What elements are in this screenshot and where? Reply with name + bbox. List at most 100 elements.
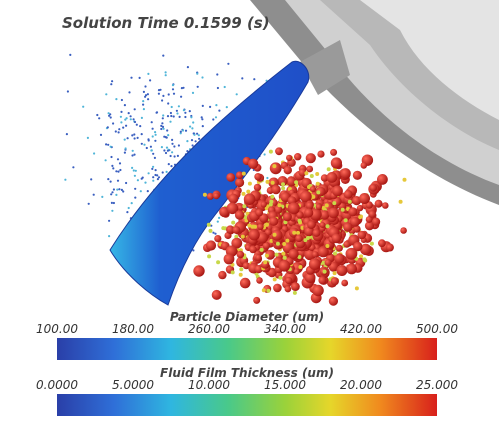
small-droplet: [191, 139, 193, 141]
small-droplet: [149, 79, 151, 81]
medium-droplet: [363, 259, 367, 263]
small-droplet: [183, 109, 185, 111]
medium-droplet: [399, 200, 403, 204]
small-droplet: [217, 87, 219, 89]
small-droplet: [173, 93, 175, 95]
medium-droplet: [262, 288, 266, 292]
large-droplet: [257, 224, 263, 230]
small-droplet: [197, 86, 199, 88]
small-droplet: [124, 104, 126, 106]
large-droplet: [193, 265, 204, 276]
medium-droplet: [294, 180, 298, 184]
large-droplet: [214, 235, 221, 242]
large-droplet: [288, 202, 300, 214]
small-droplet: [144, 96, 146, 98]
small-droplet: [146, 147, 148, 149]
small-droplet: [142, 104, 144, 106]
medium-droplet: [273, 233, 277, 237]
colorbar-ticks: 100.00180.00260.00340.00420.00500.00: [36, 322, 458, 336]
small-droplet: [264, 153, 266, 155]
large-droplet: [253, 297, 260, 304]
large-droplet: [249, 246, 257, 254]
large-droplet: [340, 168, 351, 179]
large-droplet: [346, 248, 358, 260]
small-droplet: [134, 175, 136, 177]
small-droplet: [184, 112, 186, 114]
medium-droplet: [341, 208, 345, 212]
medium-droplet: [266, 289, 270, 293]
small-droplet: [134, 188, 136, 190]
small-droplet: [72, 166, 74, 168]
medium-droplet: [298, 219, 302, 223]
small-droplet: [187, 66, 189, 68]
medium-droplet: [283, 256, 287, 260]
small-droplet: [157, 178, 159, 180]
colorbar-tick-label: 340.00: [264, 322, 306, 336]
small-droplet: [179, 116, 181, 118]
large-droplet: [255, 254, 261, 260]
small-droplet: [198, 138, 200, 140]
medium-droplet: [281, 252, 285, 256]
large-droplet: [249, 229, 260, 240]
large-droplet: [295, 235, 303, 243]
medium-droplet: [209, 229, 213, 233]
large-droplet: [325, 259, 332, 266]
small-droplet: [126, 117, 128, 119]
small-droplet: [121, 189, 123, 191]
small-droplet: [161, 99, 163, 101]
medium-droplet: [304, 171, 308, 175]
small-droplet: [133, 118, 135, 120]
small-droplet: [170, 155, 172, 157]
small-droplet: [178, 144, 180, 146]
colorbar-tick-label: 20.000: [340, 378, 382, 392]
small-droplet: [162, 114, 164, 116]
medium-droplet: [293, 291, 297, 295]
small-droplet: [165, 71, 167, 73]
medium-droplet: [281, 182, 285, 186]
small-droplet: [154, 140, 156, 142]
small-droplet: [192, 92, 194, 94]
large-droplet: [294, 269, 300, 275]
small-droplet: [166, 147, 168, 149]
small-droplet: [184, 116, 186, 118]
large-droplet: [357, 205, 363, 211]
small-droplet: [122, 127, 124, 129]
small-droplet: [117, 158, 119, 160]
medium-droplet: [247, 224, 251, 228]
medium-droplet: [271, 181, 275, 185]
large-droplet: [369, 210, 376, 217]
medium-droplet: [216, 260, 220, 264]
small-droplet: [136, 124, 138, 126]
small-droplet: [166, 129, 168, 131]
medium-droplet: [231, 270, 235, 274]
small-droplet: [117, 180, 119, 182]
small-droplet: [139, 125, 141, 127]
medium-droplet: [276, 242, 280, 246]
small-droplet: [141, 133, 143, 135]
small-droplet: [173, 145, 175, 147]
small-droplet: [226, 106, 228, 108]
small-droplet: [147, 190, 149, 192]
small-droplet: [224, 86, 226, 88]
large-droplet: [343, 223, 352, 232]
small-droplet: [167, 134, 169, 136]
small-droplet: [128, 112, 130, 114]
small-droplet: [216, 73, 218, 75]
small-droplet: [128, 91, 130, 93]
large-droplet: [341, 280, 348, 287]
small-droplet: [201, 116, 203, 118]
medium-droplet: [303, 238, 307, 242]
medium-droplet: [277, 203, 281, 207]
small-droplet: [66, 133, 68, 135]
medium-droplet: [326, 224, 330, 228]
small-droplet: [125, 125, 127, 127]
small-droplet: [191, 127, 193, 129]
small-droplet: [110, 83, 112, 85]
medium-droplet: [348, 200, 352, 204]
medium-droplet: [260, 248, 264, 252]
small-droplet: [142, 100, 144, 102]
colorbar-tick-label: 25.000: [416, 378, 458, 392]
large-droplet: [361, 162, 368, 169]
large-droplet: [336, 265, 347, 276]
large-droplet: [320, 222, 326, 228]
